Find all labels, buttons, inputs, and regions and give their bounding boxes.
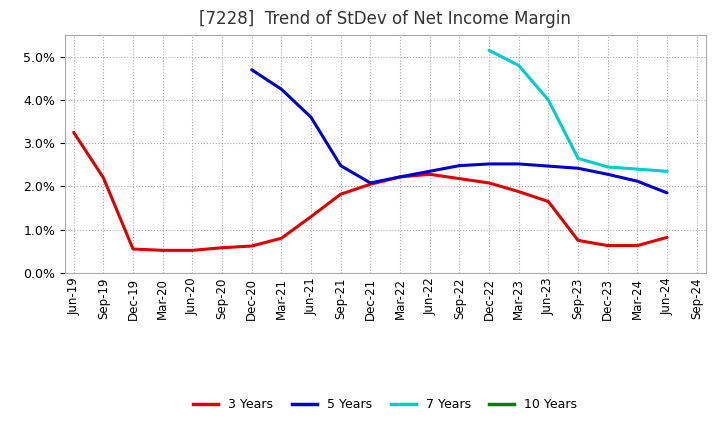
- 3 Years: [277, 235, 286, 241]
- Line: 3 Years: 3 Years: [73, 132, 667, 250]
- 3 Years: [396, 174, 405, 180]
- 7 Years: [662, 169, 671, 174]
- 5 Years: [633, 179, 642, 184]
- 5 Years: [396, 174, 405, 180]
- 3 Years: [99, 175, 108, 180]
- 3 Years: [129, 246, 138, 252]
- 3 Years: [69, 130, 78, 135]
- Legend: 3 Years, 5 Years, 7 Years, 10 Years: 3 Years, 5 Years, 7 Years, 10 Years: [188, 393, 582, 416]
- 5 Years: [662, 190, 671, 195]
- 3 Years: [426, 172, 434, 177]
- 3 Years: [544, 199, 553, 204]
- 5 Years: [544, 163, 553, 169]
- 3 Years: [158, 248, 167, 253]
- 7 Years: [544, 97, 553, 103]
- 5 Years: [426, 169, 434, 174]
- 3 Years: [485, 180, 493, 186]
- 5 Years: [366, 180, 374, 186]
- 3 Years: [662, 235, 671, 240]
- 5 Years: [248, 67, 256, 73]
- Line: 5 Years: 5 Years: [252, 70, 667, 193]
- Line: 7 Years: 7 Years: [489, 50, 667, 171]
- 3 Years: [336, 191, 345, 197]
- 3 Years: [633, 243, 642, 248]
- 3 Years: [307, 214, 315, 219]
- 5 Years: [485, 161, 493, 167]
- 5 Years: [455, 163, 464, 169]
- 5 Years: [307, 115, 315, 120]
- 7 Years: [603, 164, 612, 169]
- 5 Years: [574, 165, 582, 171]
- 7 Years: [633, 166, 642, 172]
- 3 Years: [603, 243, 612, 248]
- 5 Years: [336, 163, 345, 169]
- 3 Years: [188, 248, 197, 253]
- 3 Years: [455, 176, 464, 181]
- 3 Years: [514, 189, 523, 194]
- 3 Years: [574, 238, 582, 243]
- 3 Years: [366, 182, 374, 187]
- Title: [7228]  Trend of StDev of Net Income Margin: [7228] Trend of StDev of Net Income Marg…: [199, 10, 571, 28]
- 7 Years: [574, 156, 582, 161]
- 5 Years: [603, 172, 612, 177]
- 3 Years: [248, 243, 256, 249]
- 5 Years: [514, 161, 523, 167]
- 5 Years: [277, 87, 286, 92]
- 7 Years: [514, 63, 523, 68]
- 3 Years: [217, 245, 226, 250]
- 7 Years: [485, 48, 493, 53]
